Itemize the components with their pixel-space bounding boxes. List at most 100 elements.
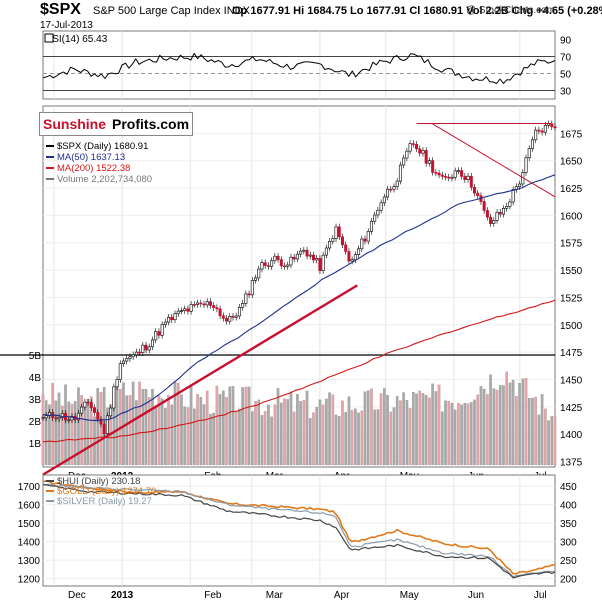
price-candle xyxy=(344,244,348,252)
volume-bar xyxy=(222,390,225,466)
volume-bar xyxy=(202,404,206,466)
volume-bar xyxy=(328,392,331,466)
volume-bar xyxy=(57,392,61,466)
price-candle xyxy=(134,351,138,356)
price-candle xyxy=(125,358,129,362)
volume-tick-3: 2B xyxy=(29,417,42,428)
volume-bar xyxy=(308,418,312,466)
volume-bar xyxy=(405,399,409,466)
volume-bar xyxy=(550,416,554,466)
price-candle xyxy=(231,316,235,318)
price-candle xyxy=(109,407,113,417)
price-candle xyxy=(60,413,64,418)
price-candle xyxy=(427,160,431,164)
hui-left-tick-0: 1700 xyxy=(18,482,41,493)
price-candle xyxy=(524,157,528,173)
volume-bar xyxy=(354,408,357,466)
price-tick-3: 1600 xyxy=(560,211,583,222)
volume-bar xyxy=(267,404,270,466)
volume-bar xyxy=(495,389,499,466)
sunshine-profits-logo[interactable]: Sunshine Profits.com xyxy=(39,112,194,136)
volume-bar xyxy=(312,412,315,466)
price-tick-10: 1425 xyxy=(560,403,583,414)
price-candle xyxy=(543,124,547,133)
hui-xlabel-5: May xyxy=(400,590,419,601)
volume-bar xyxy=(534,396,537,466)
volume-bar xyxy=(273,404,277,466)
hui-legend-2: $SILVER (Daily) 19.27 xyxy=(57,496,152,507)
price-candle xyxy=(292,256,296,260)
rsi-legend-swatch xyxy=(44,33,54,43)
hui-left-tick-1: 1600 xyxy=(18,501,41,512)
volume-bar xyxy=(331,394,335,466)
price-candle xyxy=(386,188,390,198)
price-candle xyxy=(353,254,357,261)
price-candle xyxy=(324,247,328,256)
rsi-tick-2: 50 xyxy=(560,70,572,81)
volume-bar xyxy=(421,393,425,466)
volume-bar xyxy=(176,382,180,466)
volume-bar xyxy=(428,397,431,466)
volume-bar xyxy=(270,416,273,466)
volume-bar xyxy=(347,396,351,466)
volume-bar xyxy=(392,407,396,466)
price-candle xyxy=(141,344,145,353)
volume-bar xyxy=(357,412,360,466)
volume-bar xyxy=(544,408,547,466)
symbol-title: $SPX xyxy=(40,1,81,18)
volume-tick-1: 4B xyxy=(29,373,42,384)
price-candle xyxy=(402,157,406,166)
price-candle xyxy=(247,293,251,296)
volume-bar xyxy=(463,402,467,466)
volume-bar xyxy=(511,379,515,466)
price-candle xyxy=(553,126,557,129)
trendline-0 xyxy=(42,284,358,476)
volume-bar xyxy=(302,400,306,466)
stockcharts-credit[interactable]: @ StockCharts.com xyxy=(466,5,556,16)
price-candle xyxy=(505,205,509,209)
volume-bar xyxy=(447,401,451,466)
price-candle xyxy=(212,305,216,308)
price-candle xyxy=(54,417,58,420)
volume-bar xyxy=(296,394,299,466)
price-candle xyxy=(147,346,151,351)
price-candle xyxy=(218,308,222,317)
price-candle xyxy=(254,277,258,281)
price-candle xyxy=(279,259,283,267)
volume-bar xyxy=(315,407,319,466)
volume-bar xyxy=(70,403,74,466)
volume-bar xyxy=(73,401,77,466)
volume-bar xyxy=(231,386,235,466)
price-candle xyxy=(154,331,158,341)
price-candle xyxy=(157,331,161,336)
volume-bar xyxy=(376,409,380,466)
volume-bar xyxy=(305,390,309,466)
price-candle xyxy=(340,236,344,246)
volume-bar xyxy=(344,412,347,466)
price-candle xyxy=(244,293,248,304)
price-candle xyxy=(105,415,109,434)
hui-series-hui xyxy=(42,484,556,579)
ma200-line xyxy=(42,299,556,443)
price-candle xyxy=(469,175,473,188)
ohlc-quote: Op 1677.91 Hi 1684.75 Lo 1677.91 Cl 1680… xyxy=(232,5,602,17)
rsi-tick-3: 30 xyxy=(560,87,572,98)
volume-bar xyxy=(64,384,67,466)
price-candle xyxy=(311,254,315,261)
price-candle xyxy=(225,318,229,322)
price-candle xyxy=(189,304,193,312)
volume-bar xyxy=(128,395,132,466)
logo-part-profits: Profits.com xyxy=(112,116,190,132)
volume-bar xyxy=(125,395,129,466)
price-candle xyxy=(196,302,200,305)
price-candle xyxy=(302,249,306,252)
volume-bar xyxy=(498,385,502,466)
price-candle xyxy=(518,183,522,187)
price-candle xyxy=(144,344,148,351)
price-candle xyxy=(295,253,299,260)
price-candle xyxy=(76,412,80,421)
price-legend-0: $SPX (Daily) 1680.91 xyxy=(57,141,148,152)
price-candle xyxy=(350,259,354,262)
price-candle xyxy=(115,379,119,388)
price-tick-4: 1575 xyxy=(560,239,583,250)
